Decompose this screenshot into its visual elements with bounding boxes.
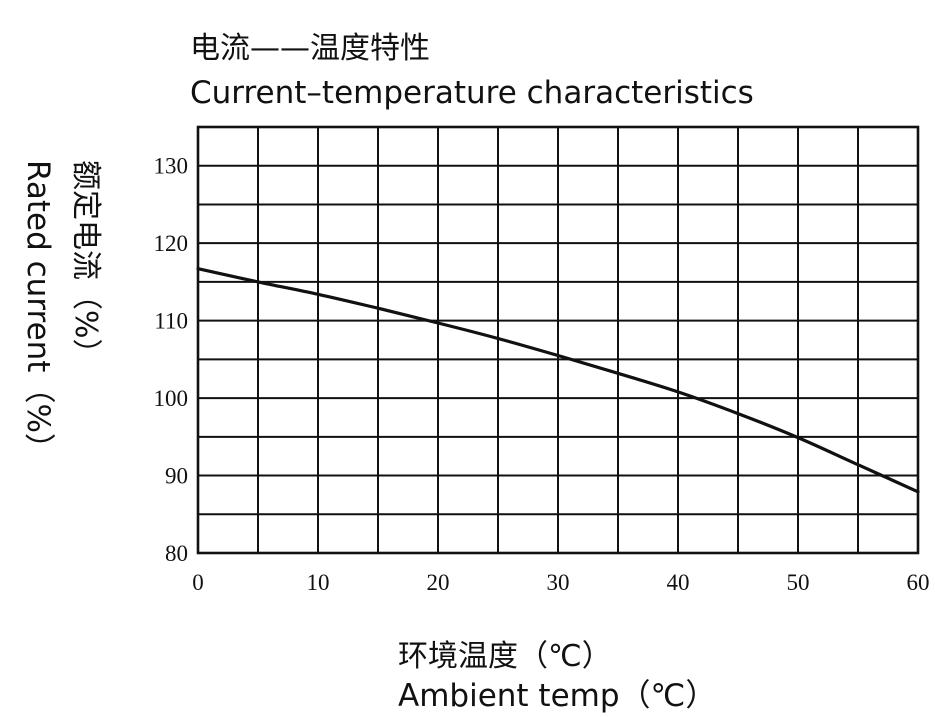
chart-title: 电流——温度特性: [190, 31, 430, 66]
y-tick-labels: 80 90 100 110 120 130: [154, 154, 189, 566]
y-axis-label-en: Rated current（%）: [20, 160, 56, 464]
y-tick-label: 130: [154, 154, 189, 179]
y-tick-label: 100: [154, 386, 189, 411]
x-tick-label: 0: [192, 570, 204, 595]
x-tick-label: 20: [427, 570, 450, 595]
y-tick-label: 90: [165, 464, 188, 489]
x-tick-label: 10: [307, 570, 330, 595]
x-tick-label: 60: [907, 570, 930, 595]
y-tick-label: 110: [154, 309, 188, 334]
x-axis-label-cn: 环境温度（℃）: [398, 639, 612, 674]
x-axis-label-en: Ambient temp（℃）: [398, 678, 716, 714]
plot-frame: [196, 125, 920, 555]
x-tick-label: 30: [547, 570, 570, 595]
y-axis-label-cn: 额定电流（%）: [68, 160, 103, 369]
y-tick-label: 120: [154, 231, 189, 256]
series-line: [196, 267, 920, 494]
y-tick-label: 80: [165, 541, 188, 566]
x-tick-labels: 0 10 20 30 40 50 60: [192, 570, 929, 595]
x-tick-label: 40: [667, 570, 690, 595]
plot-grid: [196, 125, 920, 555]
x-tick-label: 50: [787, 570, 810, 595]
chart-subtitle: Current–temperature characteristics: [190, 75, 754, 111]
